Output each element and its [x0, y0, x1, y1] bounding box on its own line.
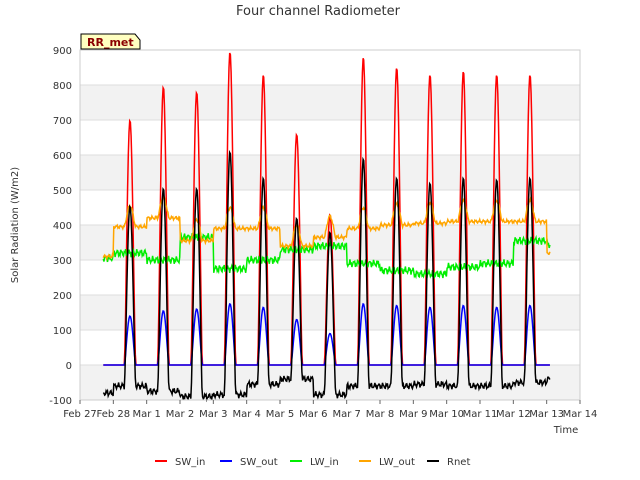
legend: SW_in SW_out LW_in LW_out Rnet — [155, 457, 470, 468]
site-badge-label: RR_met — [87, 36, 134, 49]
x-tick-label: Mar 7 — [332, 409, 360, 420]
y-tick-label: 300 — [53, 256, 72, 267]
plot-band — [80, 295, 580, 330]
x-axis-ticks: Feb 27 Feb 28 Mar 1 Mar 2 Mar 3 Mar 4 Mar 5 Mar… — [63, 400, 597, 420]
x-tick-label: Mar 2 — [166, 409, 194, 420]
y-axis-label: Solar Radiation (W/m2) — [10, 167, 21, 283]
legend-label: Rnet — [447, 457, 470, 468]
x-tick-label: Mar 9 — [399, 409, 427, 420]
legend-label: LW_in — [310, 457, 339, 468]
legend-label: SW_in — [175, 457, 205, 468]
x-axis-label: Time — [553, 425, 578, 436]
y-tick-label: 800 — [53, 81, 72, 92]
x-tick-label: Mar 12 — [496, 409, 531, 420]
x-tick-label: Mar 4 — [232, 409, 260, 420]
x-tick-label: Mar 3 — [199, 409, 227, 420]
x-tick-label: Feb 28 — [97, 409, 131, 420]
y-tick-label: 600 — [53, 151, 72, 162]
y-tick-label: 0 — [66, 361, 72, 372]
plot-band — [80, 155, 580, 190]
y-tick-label: 400 — [53, 221, 72, 232]
series-line-lw-in — [102, 231, 551, 280]
x-tick-label: Mar 11 — [463, 409, 498, 420]
plot-band — [80, 85, 580, 120]
series-line-rnet — [102, 149, 551, 403]
y-axis-ticks: -100 0 100 200 300 400 500 600 700 800 900 — [49, 46, 72, 407]
x-tick-label: Mar 10 — [429, 409, 464, 420]
series-line-lw-out — [102, 195, 551, 262]
x-tick-label: Mar 6 — [299, 409, 327, 420]
x-tick-label: Feb 27 — [63, 409, 97, 420]
y-tick-label: 900 — [53, 46, 72, 57]
y-tick-label: 700 — [53, 116, 72, 127]
x-tick-label: Mar 8 — [366, 409, 394, 420]
legend-label: SW_out — [240, 457, 278, 468]
x-tick-label: Mar 1 — [132, 409, 160, 420]
site-badge-box — [80, 33, 141, 50]
site-badge: RR_met — [80, 33, 141, 50]
y-tick-label: 500 — [53, 186, 72, 197]
plot-frame — [79, 49, 581, 401]
x-tick-label: Mar 14 — [563, 409, 598, 420]
chart-title: Four channel Radiometer — [236, 4, 401, 19]
legend-label: LW_out — [379, 457, 415, 468]
plot-band — [80, 365, 580, 400]
y-tick-label: 100 — [53, 326, 72, 337]
y-tick-label: 200 — [53, 291, 72, 302]
x-tick-label: Mar 5 — [266, 409, 294, 420]
y-tick-label: -100 — [49, 396, 72, 407]
series-layer — [102, 52, 551, 403]
x-tick-label: Mar 13 — [529, 409, 564, 420]
